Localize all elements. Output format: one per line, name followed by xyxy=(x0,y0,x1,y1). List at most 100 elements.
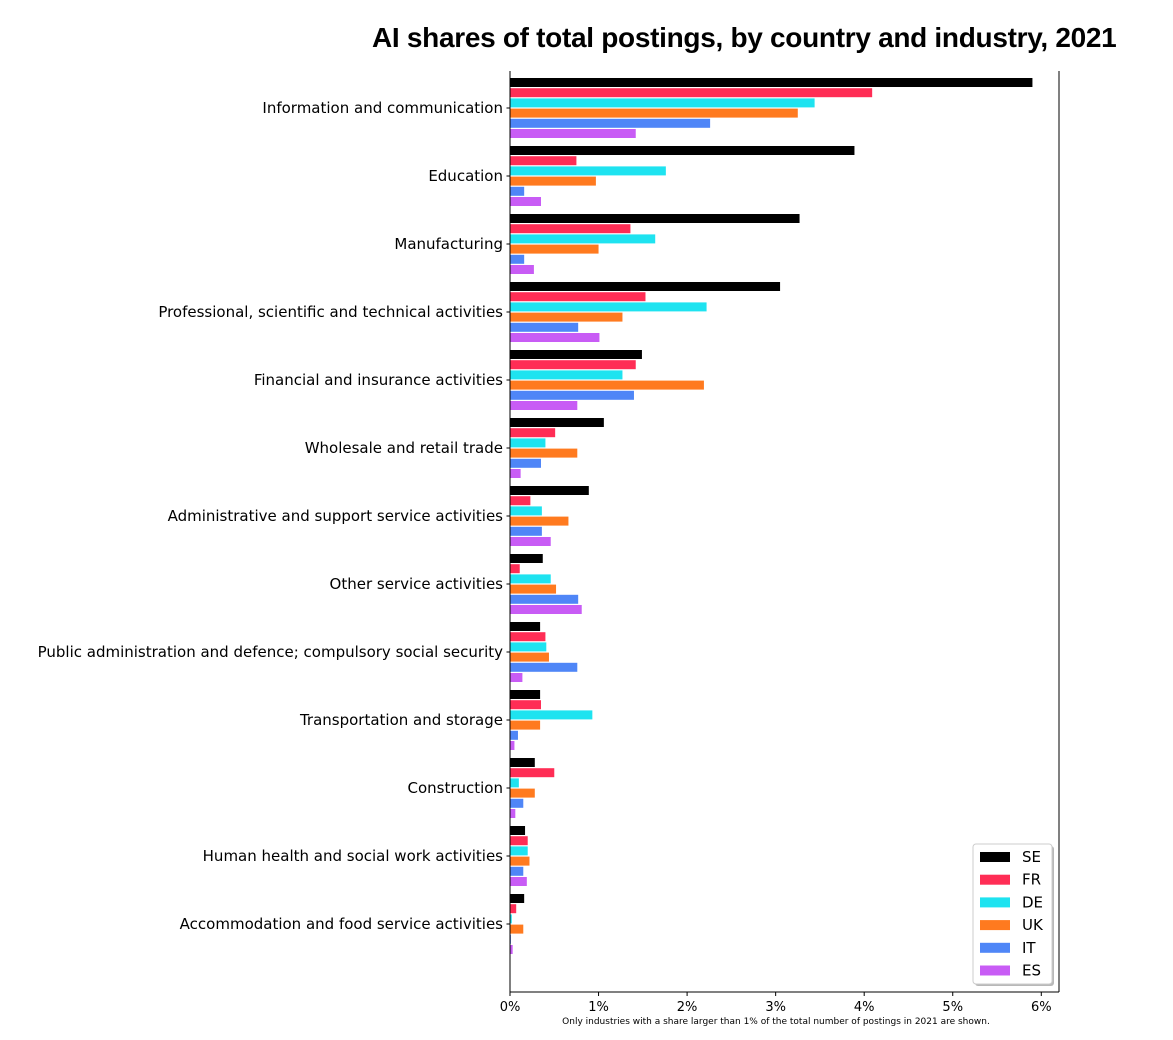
bar-fr-12 xyxy=(510,904,517,914)
bar-es-7 xyxy=(510,605,582,614)
bar-se-7 xyxy=(510,554,543,563)
bar-uk-2 xyxy=(510,244,599,254)
bar-es-3 xyxy=(510,333,600,342)
legend-swatch-es xyxy=(980,965,1010,976)
category-label: Accommodation and food service activitie… xyxy=(180,915,504,933)
bar-uk-10 xyxy=(510,788,535,798)
legend-label-se: SE xyxy=(1022,848,1041,866)
bar-fr-7 xyxy=(510,564,520,574)
bar-de-10 xyxy=(510,778,519,788)
bar-it-0 xyxy=(510,118,711,128)
bar-se-2 xyxy=(510,214,800,223)
bar-fr-1 xyxy=(510,156,577,166)
bar-es-5 xyxy=(510,469,521,478)
bar-de-8 xyxy=(510,642,547,652)
category-label: Education xyxy=(428,167,503,185)
bar-se-8 xyxy=(510,622,541,631)
bar-se-0 xyxy=(510,78,1033,87)
bar-es-8 xyxy=(510,673,523,682)
bar-se-1 xyxy=(510,146,855,155)
bar-es-1 xyxy=(510,197,541,206)
bar-it-3 xyxy=(510,322,579,332)
category-label: Other service activities xyxy=(330,575,504,593)
bar-se-9 xyxy=(510,690,541,699)
bar-uk-1 xyxy=(510,176,596,186)
bar-uk-12 xyxy=(510,924,524,934)
bar-uk-11 xyxy=(510,856,530,866)
legend: SE FR DE UK IT ES xyxy=(972,843,1054,986)
category-label: Professional, scientific and technical a… xyxy=(158,303,503,321)
bar-de-2 xyxy=(510,234,656,244)
legend-swatch-uk xyxy=(980,920,1010,931)
bar-it-7 xyxy=(510,594,579,604)
bar-de-3 xyxy=(510,302,707,312)
category-labels: Information and communication Education Ma… xyxy=(38,99,510,933)
footnote: Only industries with a share larger than… xyxy=(562,1017,990,1027)
bar-de-12 xyxy=(510,914,512,924)
x-tick-label: 2% xyxy=(677,1000,698,1015)
bar-se-4 xyxy=(510,350,642,359)
bar-se-6 xyxy=(510,486,589,495)
bar-it-1 xyxy=(510,186,525,196)
x-tick-label: 3% xyxy=(765,1000,786,1015)
axes xyxy=(509,71,1060,993)
bar-uk-8 xyxy=(510,652,549,662)
x-tick-label: 0% xyxy=(500,1000,521,1015)
x-axis-ticks: 0% 1% 2% 3% 4% 5% 6% xyxy=(500,992,1052,1015)
bar-es-12 xyxy=(510,945,513,954)
bar-se-5 xyxy=(510,418,604,427)
x-tick-label: 6% xyxy=(1031,1000,1052,1015)
bar-uk-9 xyxy=(510,720,541,730)
bar-fr-2 xyxy=(510,224,631,234)
x-tick-label: 4% xyxy=(854,1000,875,1015)
bar-it-10 xyxy=(510,798,524,808)
bar-uk-7 xyxy=(510,584,557,594)
bar-it-11 xyxy=(510,866,524,876)
bar-fr-8 xyxy=(510,632,546,642)
bar-de-9 xyxy=(510,710,593,720)
bar-it-5 xyxy=(510,458,541,468)
legend-label-fr: FR xyxy=(1022,871,1041,889)
bar-it-8 xyxy=(510,662,578,672)
x-tick-label: 1% xyxy=(588,1000,609,1015)
category-label: Manufacturing xyxy=(394,235,503,253)
category-label: Wholesale and retail trade xyxy=(305,439,503,457)
bar-fr-9 xyxy=(510,700,541,710)
bar-es-0 xyxy=(510,129,636,138)
bar-es-4 xyxy=(510,401,578,410)
bar-it-9 xyxy=(510,730,518,740)
bar-es-11 xyxy=(510,877,527,886)
legend-label-es: ES xyxy=(1022,962,1041,980)
legend-label-uk: UK xyxy=(1022,916,1044,934)
bar-uk-4 xyxy=(510,380,704,390)
legend-swatch-se xyxy=(980,852,1010,862)
legend-swatch-fr xyxy=(980,874,1010,885)
legend-swatch-it xyxy=(980,942,1010,953)
x-tick-label: 5% xyxy=(942,1000,963,1015)
bar-uk-6 xyxy=(510,516,569,526)
bar-se-10 xyxy=(510,758,535,767)
bar-es-2 xyxy=(510,265,534,274)
category-label: Human health and social work activities xyxy=(203,847,504,865)
bar-de-4 xyxy=(510,370,623,380)
category-label: Construction xyxy=(407,779,503,797)
bar-uk-0 xyxy=(510,108,798,118)
bar-es-9 xyxy=(510,741,515,750)
bar-es-10 xyxy=(510,809,516,818)
legend-label-it: IT xyxy=(1022,939,1036,957)
chart-title: AI shares of total postings, by country … xyxy=(372,22,1117,53)
bar-fr-0 xyxy=(510,88,873,98)
bar-fr-6 xyxy=(510,496,531,506)
bar-it-4 xyxy=(510,390,634,400)
bar-se-3 xyxy=(510,282,781,291)
bar-fr-10 xyxy=(510,768,555,778)
bar-fr-5 xyxy=(510,428,556,438)
bar-de-0 xyxy=(510,98,815,108)
legend-swatch-de xyxy=(980,897,1010,908)
bar-de-5 xyxy=(510,438,546,448)
bar-de-1 xyxy=(510,166,666,176)
bars-group xyxy=(510,78,1033,954)
bar-de-11 xyxy=(510,846,528,856)
bar-se-11 xyxy=(510,826,526,835)
bar-it-2 xyxy=(510,254,525,264)
